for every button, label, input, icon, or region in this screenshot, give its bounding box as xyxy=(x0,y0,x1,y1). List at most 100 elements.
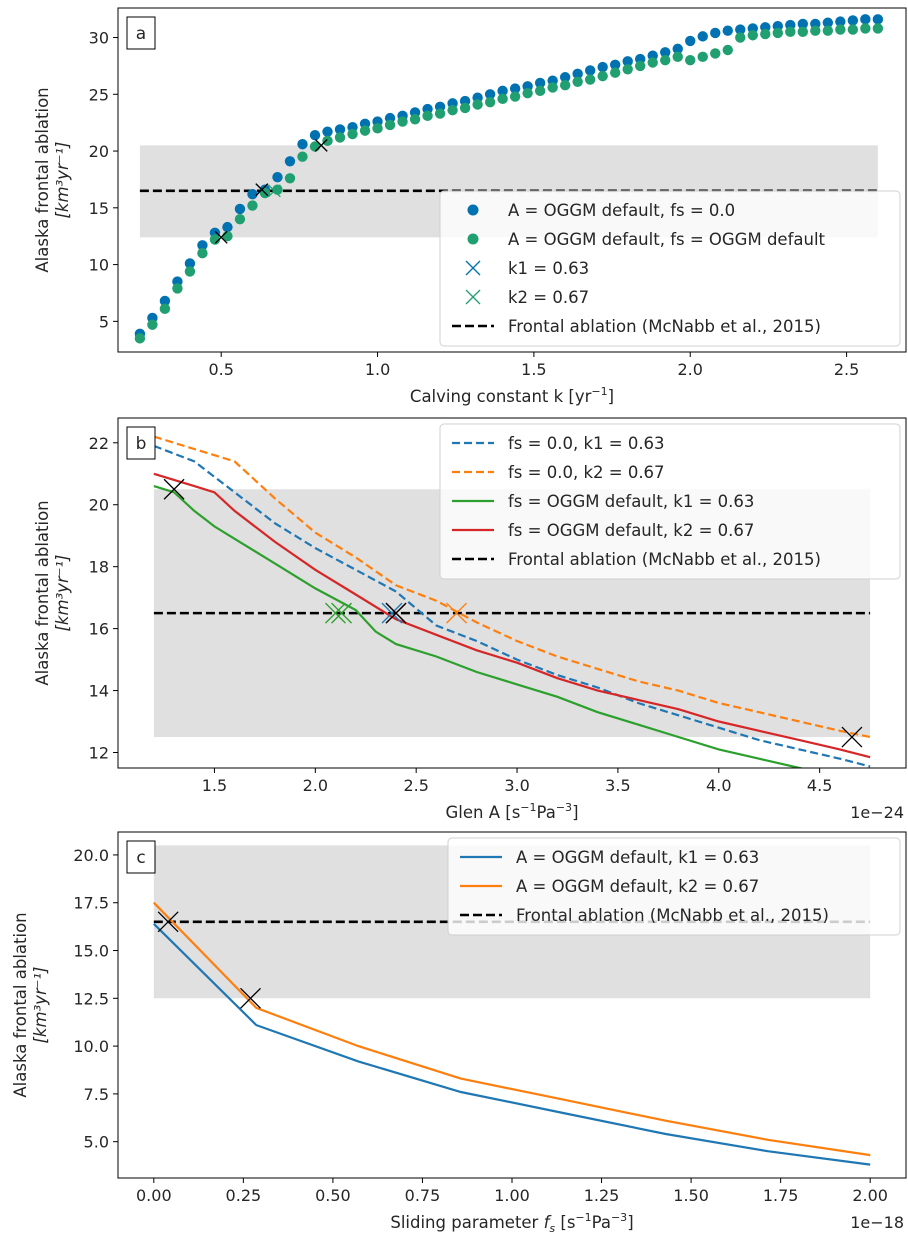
legend-frame xyxy=(439,190,901,347)
data-point xyxy=(422,110,433,122)
data-point xyxy=(184,266,196,277)
series-line-3 xyxy=(153,472,871,759)
data-point xyxy=(247,188,258,200)
x-marker xyxy=(157,911,179,933)
x-tick-label: 2.0 xyxy=(678,360,703,379)
data-point xyxy=(872,23,884,34)
data-point xyxy=(847,15,859,26)
x-marker-stroke xyxy=(465,289,481,305)
data-point xyxy=(559,72,571,83)
series-line-0 xyxy=(153,923,871,1166)
axes-frame xyxy=(117,7,907,353)
data-point xyxy=(785,26,796,38)
y-tick-label: 20 xyxy=(89,496,109,515)
data-point xyxy=(735,24,746,35)
y-axis-label: Alaska frontal ablation xyxy=(33,87,52,272)
data-point xyxy=(147,319,158,330)
y-axis-label: Alaska frontal ablation xyxy=(33,500,52,685)
legend-label: A = OGGM default, k2 = 0.67 xyxy=(516,877,759,896)
data-point xyxy=(710,48,721,59)
data-point xyxy=(559,80,571,91)
data-point xyxy=(522,87,533,99)
legend-label: k1 = 0.63 xyxy=(508,259,589,278)
x-label-sup: −1 xyxy=(575,1211,591,1224)
data-point xyxy=(272,171,283,183)
x-tick-label: 1.00 xyxy=(494,1186,530,1205)
data-point xyxy=(447,104,458,116)
x-label-text: ] xyxy=(608,387,614,406)
x-label-sup: −1 xyxy=(591,385,607,398)
y-tick-label: 12 xyxy=(89,744,109,763)
legend-label: k2 = 0.67 xyxy=(508,288,589,307)
data-point xyxy=(172,283,183,294)
panel-c: 0.00 0.25 0.50 0.75 1.00 1.25 1.50 1.75 2.00 5.0 7… xyxy=(11,831,907,1235)
x-marker xyxy=(267,184,281,198)
x-marker xyxy=(240,987,261,1009)
x-label-text: ] xyxy=(572,803,578,822)
y-axis-label: Alaska frontal ablation xyxy=(11,912,30,1097)
legend-entry: k2 = 0.67 xyxy=(465,288,589,307)
x-label-text: Sliding parameter xyxy=(390,1213,543,1232)
data-point xyxy=(735,32,746,43)
data-point xyxy=(197,248,208,259)
x-tick-label: 1.75 xyxy=(763,1186,799,1205)
data-point xyxy=(497,93,508,105)
x-label-text: Pa xyxy=(592,1213,611,1232)
data-point xyxy=(334,124,346,135)
legend-label: A = OGGM default, fs = OGGM default xyxy=(508,230,826,249)
x-tick-label: 0.75 xyxy=(405,1186,441,1205)
x-tick-label: 1.5 xyxy=(521,360,546,379)
legend-entry: k1 = 0.63 xyxy=(465,259,589,278)
data-point xyxy=(484,89,496,100)
x-marker xyxy=(325,602,346,624)
legend-label: Frontal ablation (McNabb et al., 2015) xyxy=(508,550,821,569)
x-marker xyxy=(841,726,863,748)
data-point xyxy=(872,14,884,25)
data-point xyxy=(284,173,296,184)
x-marker-stroke xyxy=(157,911,179,933)
legend-entry: fs = 0.0, k2 = 0.67 xyxy=(452,463,665,482)
y-tick-label: 18 xyxy=(89,558,109,577)
data-point xyxy=(697,31,708,42)
data-point xyxy=(597,70,608,82)
data-point xyxy=(397,116,408,127)
data-point xyxy=(484,97,496,108)
legend-label: Frontal ablation (McNabb et al., 2015) xyxy=(516,906,829,925)
legend-label: fs = OGGM default, k1 = 0.63 xyxy=(508,492,754,511)
data-point xyxy=(197,240,208,251)
data-point xyxy=(572,76,583,87)
data-point xyxy=(584,74,596,85)
y-tick-label: 20.0 xyxy=(73,846,109,865)
data-point xyxy=(384,119,396,131)
y-tick-label: 5 xyxy=(99,312,109,331)
data-point xyxy=(297,139,308,150)
data-point xyxy=(860,23,871,34)
data-point xyxy=(622,56,633,67)
data-point xyxy=(297,151,308,162)
x-marker xyxy=(314,138,328,152)
data-point xyxy=(685,55,696,66)
legend: fs = 0.0, k1 = 0.63 fs = 0.0, k2 = 0.67 fs… xyxy=(439,423,901,580)
panel-label: c xyxy=(136,848,145,868)
data-point xyxy=(184,258,196,269)
data-point xyxy=(209,234,221,245)
data-point xyxy=(134,333,146,344)
legend-label: fs = 0.0, k1 = 0.63 xyxy=(508,434,665,453)
data-point xyxy=(672,51,683,63)
y-tick-label: 10.0 xyxy=(73,1037,109,1056)
x-label-text: ] xyxy=(627,1213,633,1232)
y-axis-units: [km³yr⁻¹] xyxy=(53,142,72,219)
y-tick-label: 12.5 xyxy=(73,989,109,1008)
x-tick-label: 1.5 xyxy=(202,776,227,795)
data-point xyxy=(747,30,758,41)
panel-a: 0.5 1.0 1.5 2.0 2.5 5 10 15 20 25 30 Calving consta… xyxy=(33,7,907,406)
x-tick-label: 2.5 xyxy=(834,360,859,379)
legend-frame xyxy=(447,837,901,936)
data-point xyxy=(322,135,333,147)
data-point xyxy=(584,65,596,76)
x-marker xyxy=(331,602,352,624)
y-tick-label: 5.0 xyxy=(84,1133,109,1152)
y-axis-units: [km³yr⁻¹] xyxy=(31,967,50,1044)
x-label-text: Calving constant k [yr xyxy=(410,387,592,406)
data-point xyxy=(509,91,521,102)
